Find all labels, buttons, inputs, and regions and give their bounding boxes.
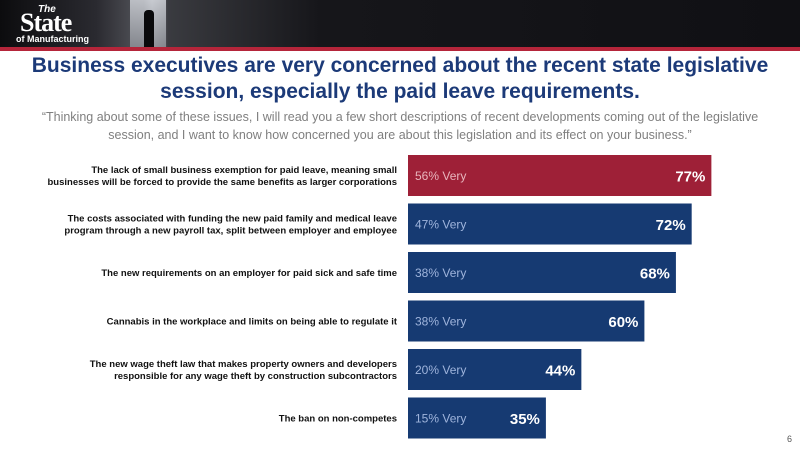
logo-state-text: State xyxy=(20,8,72,37)
category-label: businesses will be forced to provide the… xyxy=(48,177,398,188)
very-concerned-label: 15% Very xyxy=(415,412,466,426)
value-label: 44% xyxy=(545,363,575,380)
category-label: program through a new payroll tax, split… xyxy=(64,226,397,237)
page-number: 6 xyxy=(786,434,792,444)
very-concerned-label: 56% Very xyxy=(415,169,466,183)
very-concerned-label: 38% Very xyxy=(415,266,466,280)
category-label: The costs associated with funding the ne… xyxy=(68,214,397,225)
value-label: 72% xyxy=(656,217,686,234)
bar xyxy=(408,349,582,390)
bar xyxy=(408,300,645,342)
bar xyxy=(408,203,692,245)
category-label: The ban on non-competes xyxy=(279,414,397,425)
survey-question: “Thinking about some of these issues, I … xyxy=(41,110,759,142)
category-label: The lack of small business exemption for… xyxy=(91,165,397,176)
category-label: Cannabis in the workplace and limits on … xyxy=(107,317,398,328)
logo-the-text: The xyxy=(38,4,56,15)
banner-silhouette xyxy=(144,10,154,47)
very-concerned-label: 38% Very xyxy=(415,315,466,329)
value-label: 60% xyxy=(608,314,638,331)
very-concerned-label: 47% Very xyxy=(415,218,466,232)
very-concerned-label: 20% Very xyxy=(415,363,466,377)
value-label: 77% xyxy=(675,169,705,186)
category-label: The new wage theft law that makes proper… xyxy=(90,359,397,370)
state-of-manufacturing-logo: The State of Manufacturing xyxy=(14,2,102,46)
banner-accent-stripe xyxy=(0,47,800,51)
slide-title: Business executives are very concerned a… xyxy=(31,54,769,103)
value-label: 35% xyxy=(510,411,540,428)
bar xyxy=(408,252,676,293)
value-label: 68% xyxy=(640,266,670,283)
category-label: responsible for any wage theft by constr… xyxy=(114,371,397,382)
category-label: The new requirements on an employer for … xyxy=(101,268,397,279)
bar xyxy=(408,155,712,196)
logo-subtitle-text: of Manufacturing xyxy=(16,34,89,44)
bar xyxy=(408,397,546,439)
